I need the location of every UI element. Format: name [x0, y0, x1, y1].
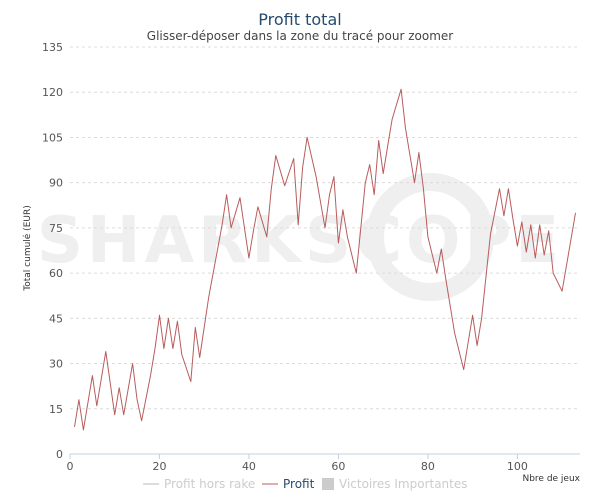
legend-item[interactable]: Victoires Importantes — [322, 477, 468, 491]
x-tick-label: 40 — [242, 460, 256, 473]
legend-item[interactable]: Profit — [262, 477, 315, 491]
legend-box-icon — [322, 478, 334, 490]
x-tick-label: 20 — [152, 460, 166, 473]
y-tick-label: 90 — [49, 177, 63, 190]
x-tick-label: 100 — [507, 460, 528, 473]
x-tick-label: 60 — [331, 460, 345, 473]
y-tick-label: 30 — [49, 358, 63, 371]
y-axis-title: Total cumulé (EUR) — [22, 205, 33, 291]
grid-lines — [70, 46, 580, 410]
y-axis: 0 15 30 45 60 75 90 105 120 135 — [42, 41, 63, 461]
chart-subtitle: Glisser-déposer dans la zone du tracé po… — [147, 29, 453, 43]
series-line-profit[interactable] — [74, 88, 576, 431]
y-tick-label: 45 — [49, 312, 63, 325]
x-tick-label: 0 — [67, 460, 74, 473]
y-tick-label: 0 — [56, 448, 63, 461]
legend[interactable]: Profit hors rake Profit Victoires Importan… — [143, 477, 468, 491]
x-tick-label: 80 — [421, 460, 435, 473]
legend-label: Profit — [283, 477, 315, 491]
y-tick-label: 135 — [42, 41, 63, 54]
y-tick-label: 120 — [42, 86, 63, 99]
series-group — [74, 88, 576, 431]
chart-title: Profit total — [258, 10, 341, 29]
legend-label: Victoires Importantes — [339, 477, 468, 491]
y-tick-label: 105 — [42, 131, 63, 144]
x-axis-title: Nbre de jeux — [522, 474, 580, 484]
y-tick-label: 75 — [49, 222, 63, 235]
y-tick-label: 15 — [49, 403, 63, 416]
y-tick-label: 60 — [49, 267, 63, 280]
legend-label: Profit hors rake — [164, 477, 255, 491]
x-axis: 0 20 40 60 80 100 — [67, 453, 580, 473]
watermark-target-icon — [366, 173, 494, 301]
legend-item[interactable]: Profit hors rake — [143, 477, 255, 491]
